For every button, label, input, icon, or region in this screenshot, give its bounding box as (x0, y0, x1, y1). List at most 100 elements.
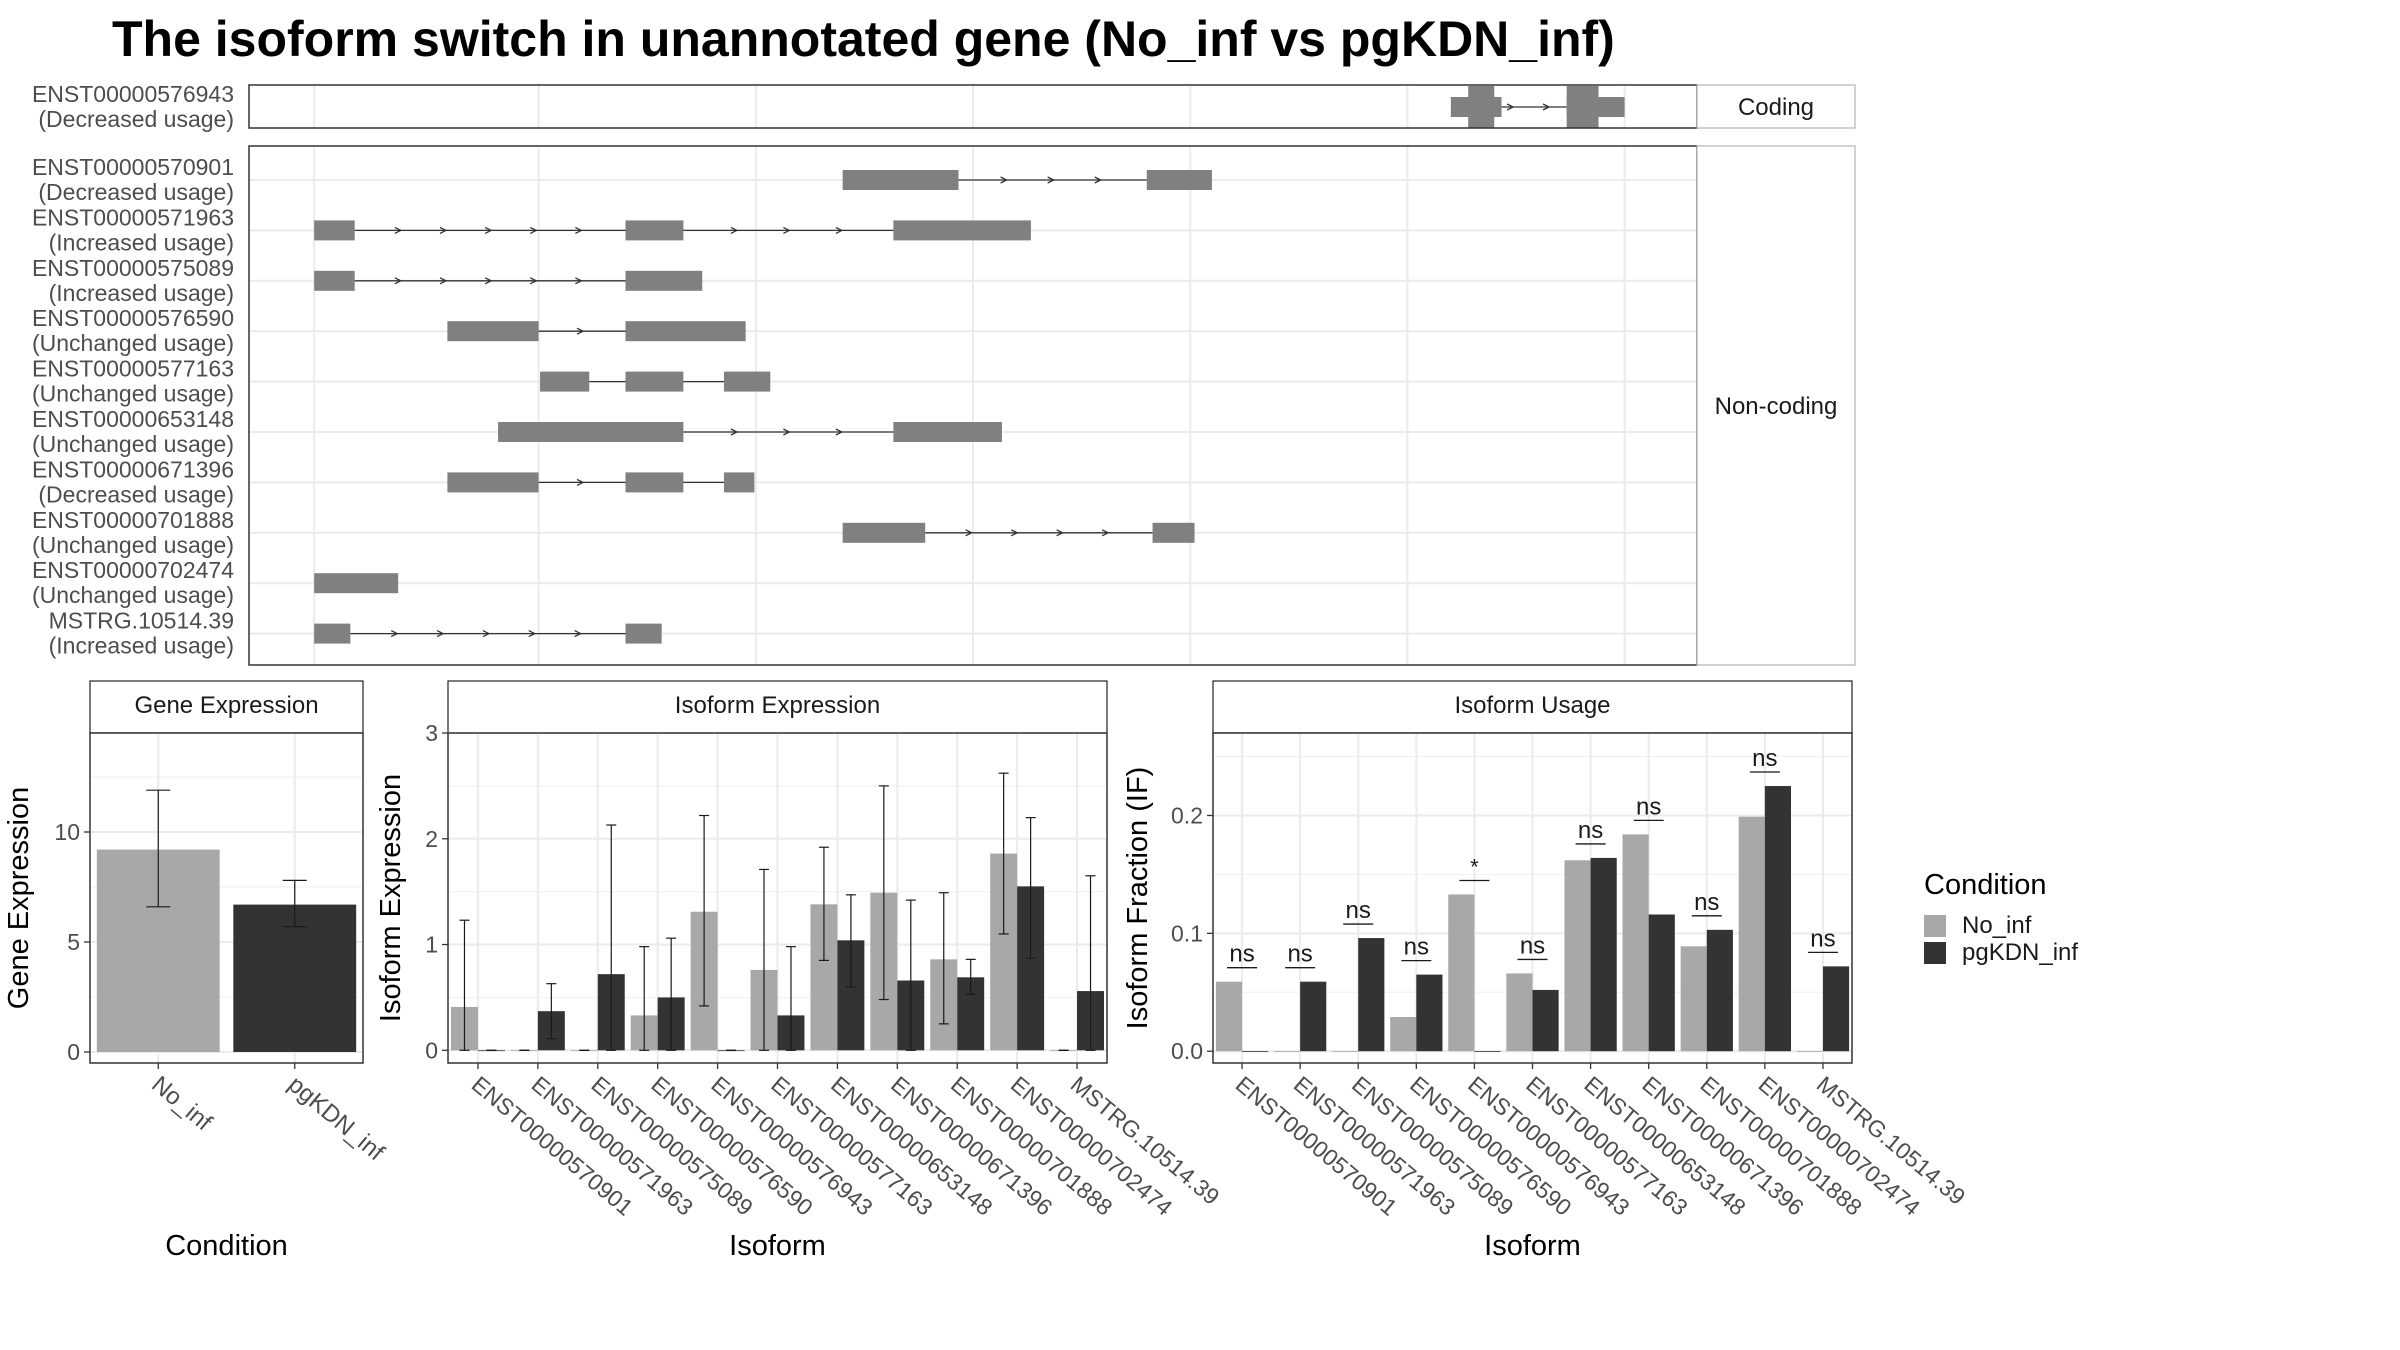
intron-arrow (574, 630, 583, 638)
x-axis-title: Isoform (1484, 1230, 1581, 1262)
isoform-label-usage: (Increased usage) (49, 280, 234, 306)
bar (1648, 914, 1675, 1052)
noncoding-strip-label: Non-coding (1715, 393, 1838, 420)
intron-arrow (576, 327, 585, 335)
bar (1706, 929, 1733, 1052)
exon (625, 472, 684, 493)
significance-label: ns (1229, 941, 1254, 968)
panel-strip-label: Gene Expression (134, 692, 318, 719)
significance-label: ns (1346, 897, 1371, 924)
bar (1300, 981, 1327, 1052)
exon (893, 220, 1031, 241)
isoform-label-id: ENST00000571963 (32, 204, 234, 230)
y-tick-label: 1 (425, 932, 438, 958)
intron-arrow (390, 630, 399, 638)
intron-arrow (730, 226, 739, 234)
gene-expression-panel: Gene Expression 0 5 10 No_inf pgKDN_inf Gene E… (3, 680, 390, 1262)
bar (1590, 857, 1617, 1052)
exon (625, 321, 746, 342)
exon (314, 623, 351, 644)
y-tick-label: 0.0 (1171, 1038, 1203, 1064)
isoform-label-usage: (Unchanged usage) (32, 532, 234, 558)
legend-swatch (1924, 915, 1946, 937)
exon (625, 371, 684, 392)
exon (625, 623, 662, 644)
exon (625, 270, 703, 291)
intron-arrow (1101, 529, 1110, 537)
bar (233, 904, 357, 1052)
intron-arrow (1047, 176, 1056, 184)
intron-arrow (529, 277, 538, 285)
significance-label: ns (1810, 925, 1835, 952)
y-tick-label: 5 (67, 929, 80, 955)
isoform-expression-panel: Isoform Expression0123ENST00000570901ENS… (375, 680, 1225, 1262)
panel-strip-label: Isoform Expression (675, 692, 880, 719)
intron-arrow (1506, 103, 1515, 111)
panel-strip (447, 680, 1108, 734)
exon-cds (1566, 86, 1599, 128)
intron-arrow (575, 226, 583, 234)
isoform-label-id: ENST00000671396 (32, 456, 234, 482)
bar (1448, 894, 1475, 1052)
significance-label: * (1470, 854, 1479, 879)
legend-swatch (1924, 942, 1946, 964)
x-tick-label: pgKDN_inf (283, 1071, 390, 1167)
significance-label: ns (1636, 793, 1661, 820)
intron-arrow (1542, 103, 1551, 111)
intron-arrow (1010, 529, 1019, 537)
exon (723, 371, 771, 392)
significance-label: ns (1752, 745, 1777, 772)
exon (498, 422, 684, 442)
isoform-label-id: ENST00000576590 (32, 305, 234, 331)
exon (314, 270, 355, 291)
bar (1273, 1051, 1301, 1053)
intron-arrow (965, 529, 974, 537)
y-tick-label: 10 (54, 819, 80, 845)
panel-strip (1212, 680, 1853, 734)
isoform-label-id: ENST00000570901 (32, 154, 234, 180)
isoform-label-id: ENST00000575089 (32, 255, 234, 281)
intron-arrow (439, 277, 448, 285)
y-axis-title: Gene Expression (3, 787, 35, 1009)
intron-arrow (394, 226, 403, 234)
intron-arrow (439, 226, 448, 234)
exon (314, 573, 399, 594)
y-tick-label: 0 (425, 1037, 438, 1063)
coding-strip (1696, 84, 1856, 129)
isoform-label-id: ENST00000702474 (32, 557, 234, 583)
bar (1506, 973, 1533, 1052)
significance-label: ns (1578, 817, 1603, 844)
intron-arrow (835, 428, 844, 436)
isoform-label-id: ENST00000653148 (32, 406, 234, 432)
bar (1358, 938, 1385, 1052)
bar (1390, 1017, 1417, 1052)
exon (723, 472, 755, 493)
isoform-label-usage: (Unchanged usage) (32, 431, 234, 457)
bar (1416, 974, 1443, 1052)
figure-title: The isoform switch in unannotated gene (… (112, 11, 1615, 67)
intron-arrow (436, 630, 445, 638)
y-axis-title: Isoform Expression (375, 774, 407, 1022)
bar (1680, 946, 1707, 1052)
exon (314, 220, 355, 241)
bar (1738, 816, 1765, 1052)
exon (842, 522, 926, 543)
isoform-label-id: ENST00000576943 (32, 81, 234, 107)
bar (1564, 860, 1591, 1052)
intron-arrow (576, 478, 585, 486)
intron-arrow (482, 630, 491, 638)
legend-label: pgKDN_inf (1962, 939, 2078, 966)
panel-border (89, 732, 364, 1064)
isoform-label-usage: (Decreased usage) (38, 179, 234, 205)
isoform-label-usage: (Increased usage) (49, 229, 234, 255)
bar (1622, 834, 1649, 1052)
panel-strip-label: Isoform Usage (1454, 692, 1610, 719)
y-tick-label: 0.2 (1171, 803, 1203, 829)
exon (447, 472, 539, 493)
significance-label: ns (1404, 934, 1429, 961)
isoform-label-usage: (Increased usage) (49, 633, 234, 659)
legend-title: Condition (1924, 869, 2047, 901)
noncoding-strip (1696, 145, 1856, 666)
intron-arrow (783, 226, 791, 234)
